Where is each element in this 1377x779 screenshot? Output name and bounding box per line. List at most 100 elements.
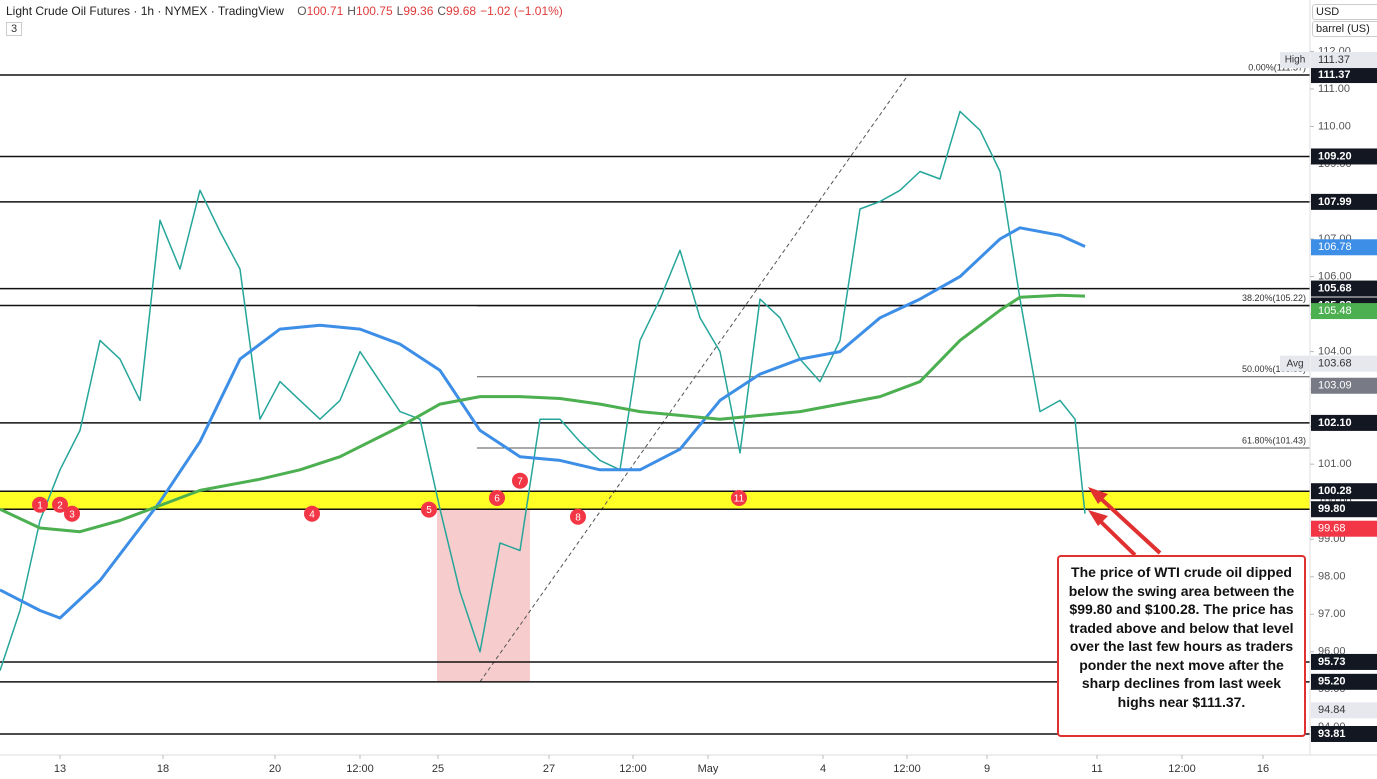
range-box — [437, 509, 530, 682]
level-tag — [1311, 501, 1377, 518]
title: Light Crude Oil Futures · 1h · NYMEX · T… — [6, 4, 284, 18]
fib-trend — [479, 74, 909, 683]
axis-tag-label: 105.48 — [1318, 305, 1352, 317]
axis-tag-label: 106.78 — [1318, 241, 1352, 253]
ohlc-value: 100.75 — [355, 4, 393, 18]
level-tag — [1311, 653, 1377, 670]
axis-tag-caption-box — [1280, 355, 1310, 372]
axis-tag — [1311, 377, 1377, 394]
level-tag — [1311, 280, 1377, 297]
x-tick-label: 12:00 — [1168, 763, 1196, 775]
x-tick-label: 12:00 — [346, 763, 374, 775]
axis-tag-label: 103.68 — [1318, 358, 1352, 370]
ohlc-value: 100.71 — [306, 4, 344, 18]
y-tick-label: 97.00 — [1318, 608, 1346, 620]
y-tick-label: 101.00 — [1318, 458, 1352, 470]
level-tag-label: 100.28 — [1318, 485, 1352, 497]
ohlc-value: 99.68 — [446, 4, 477, 18]
y-tick-label: 110.00 — [1318, 120, 1351, 132]
axis-tag-caption: High — [1285, 55, 1306, 66]
marker-label: 4 — [309, 509, 315, 520]
axes: 94.0095.0096.0097.0098.0099.00100.00101.… — [54, 45, 1377, 775]
level-tag-label: 111.37 — [1318, 69, 1350, 81]
level-tag-label: 102.10 — [1318, 417, 1352, 429]
currency-select[interactable]: USD — [1312, 4, 1377, 20]
x-tick-label: 25 — [432, 763, 444, 775]
marker-label: 11 — [734, 494, 745, 505]
moving-average — [0, 293, 1086, 534]
fib-label: 61.80%(101.43) — [1242, 435, 1306, 445]
change: −1.02 (−1.01%) — [480, 4, 563, 18]
moving-average — [0, 226, 1086, 620]
axis-tag-caption-box — [1280, 52, 1310, 69]
x-tick-label: 16 — [1257, 763, 1269, 775]
marker-label: 3 — [69, 509, 75, 520]
x-tick-label: 4 — [820, 763, 826, 775]
ohlc-key: L — [396, 4, 404, 18]
marker — [489, 489, 505, 506]
level-tag-label: 95.20 — [1318, 676, 1346, 688]
axis-tag-label: 94.84 — [1318, 704, 1346, 716]
ohlc: O100.71 H100.75 L99.36 C99.68 — [297, 4, 480, 18]
level-tag — [1311, 414, 1377, 431]
y-tick-label: 98.00 — [1318, 571, 1346, 583]
ohlc-value: 99.36 — [403, 4, 434, 18]
y-tick-label: 111.00 — [1318, 83, 1350, 95]
marker — [64, 505, 80, 522]
level-tag-label: 107.99 — [1318, 196, 1352, 208]
x-tick-label: 18 — [157, 763, 169, 775]
marker-label: 7 — [517, 476, 523, 487]
axis-tag — [1311, 303, 1377, 320]
marker-label: 6 — [494, 494, 500, 505]
fib-label: 38.20%(105.22) — [1242, 293, 1306, 303]
marker-label: 5 — [426, 505, 432, 516]
ohlc-key: C — [437, 4, 447, 18]
y-tick-label: 104.00 — [1318, 346, 1352, 358]
marker — [421, 501, 437, 518]
price-line — [0, 110, 1086, 671]
axis-tag-caption: Avg — [1286, 358, 1303, 369]
axis-tag-label: 103.09 — [1318, 380, 1352, 392]
marker — [731, 489, 747, 506]
interval-button[interactable]: 3 — [6, 22, 23, 36]
axis-tag — [1311, 239, 1377, 256]
y-tick-label: 106.00 — [1318, 270, 1352, 282]
header: Light Crude Oil Futures · 1h · NYMEX · T… — [6, 4, 567, 18]
marker — [512, 472, 528, 489]
level-tag-label: 95.73 — [1318, 656, 1346, 668]
axis-tag-label: 99.68 — [1318, 523, 1346, 535]
fib-label: 0.00%(111.37) — [1248, 62, 1306, 72]
axis-tag — [1311, 520, 1377, 537]
axis-tag — [1311, 52, 1377, 69]
level-tag-label: 109.20 — [1318, 150, 1352, 162]
marker-label: 8 — [575, 512, 581, 523]
unit-select[interactable]: barrel (US) — [1312, 21, 1377, 37]
x-tick-label: 11 — [1091, 763, 1102, 775]
ohlc-key: O — [297, 4, 307, 18]
marker-label: 2 — [57, 500, 63, 511]
level-tag — [1311, 67, 1377, 84]
fib-label: 50.00%(103.33) — [1242, 364, 1306, 374]
level-tag — [1311, 673, 1377, 690]
x-tick-label: 13 — [54, 763, 66, 775]
arrows — [1088, 487, 1162, 557]
level-tag-label: 93.81 — [1318, 728, 1346, 740]
x-tick-label: 12:00 — [619, 763, 647, 775]
level-tag — [1311, 483, 1377, 500]
level-tag-label: 105.68 — [1318, 282, 1352, 294]
axis-tag-label: 111.37 — [1318, 54, 1350, 66]
swing-zone — [0, 491, 1310, 510]
axis-tag — [1311, 355, 1377, 372]
x-tick-label: 12:00 — [893, 763, 921, 775]
level-tag — [1311, 193, 1377, 210]
marker — [52, 496, 68, 513]
x-tick-label: 20 — [269, 763, 281, 775]
level-tag — [1311, 148, 1377, 165]
x-tick-label: 27 — [543, 763, 555, 775]
x-tick-label: 9 — [984, 763, 990, 775]
marker-label: 1 — [37, 500, 43, 511]
level-tag-label: 99.80 — [1318, 503, 1346, 515]
axis-tag — [1311, 702, 1377, 719]
